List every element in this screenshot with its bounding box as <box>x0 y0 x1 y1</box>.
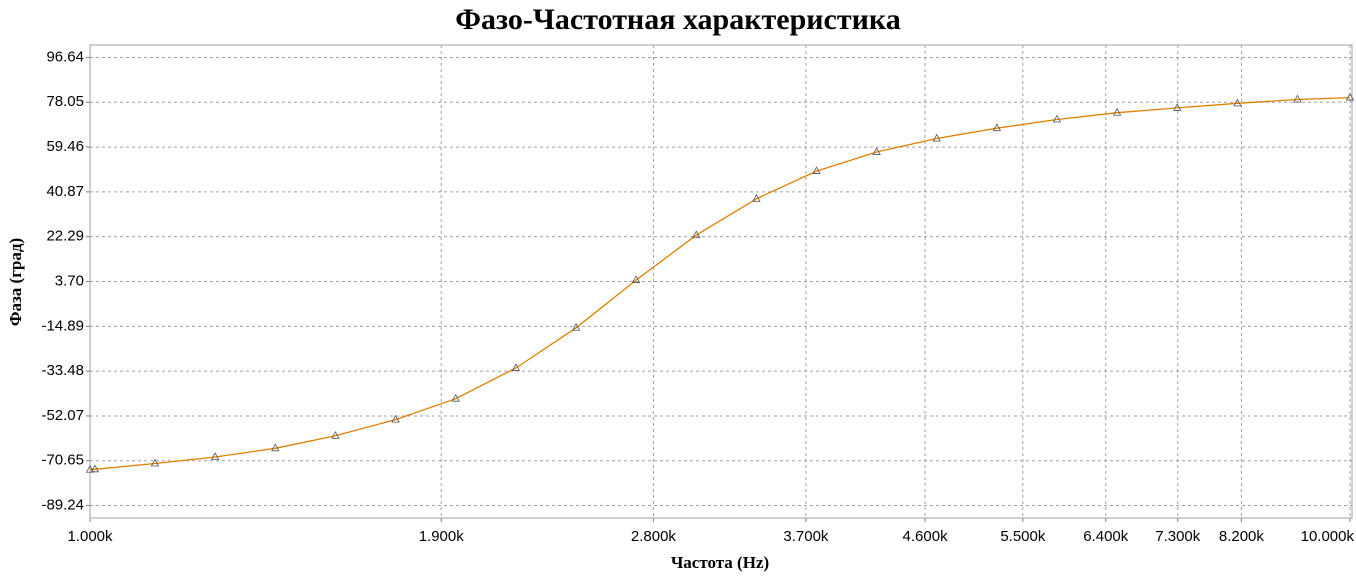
x-tick-label: 2.800k <box>631 528 677 545</box>
y-tick-label: -14.89 <box>41 317 84 334</box>
y-tick-label: -52.07 <box>41 407 84 424</box>
y-tick-label: 59.46 <box>46 138 84 155</box>
data-marker <box>451 393 460 402</box>
chart-title: Фазо-Частотная характеристика <box>455 3 900 36</box>
x-axis-label: Частота (Hz) <box>671 553 769 572</box>
data-marker <box>1233 98 1242 107</box>
x-tick-label: 6.400k <box>1083 528 1129 545</box>
y-tick-label: 96.64 <box>46 48 84 65</box>
data-marker <box>932 133 941 142</box>
data-marker <box>752 193 761 202</box>
y-tick-label: -70.65 <box>41 452 84 469</box>
data-marker <box>150 458 160 467</box>
x-tick-label: 5.500k <box>1000 528 1046 545</box>
data-marker <box>1173 103 1182 111</box>
data-marker <box>85 464 95 473</box>
data-marker <box>1345 92 1355 101</box>
data-marker <box>90 464 100 473</box>
y-tick-label: -33.48 <box>41 362 84 379</box>
y-tick-label: 22.29 <box>46 228 84 245</box>
data-marker <box>692 230 701 239</box>
x-tick-label: 8.200k <box>1219 528 1265 545</box>
y-tick-label: 40.87 <box>46 183 84 200</box>
data-marker <box>631 275 641 283</box>
x-tick-label: 7.300k <box>1155 528 1201 545</box>
data-marker <box>571 322 581 331</box>
y-tick-label: -89.24 <box>41 497 84 514</box>
data-marker <box>391 414 400 423</box>
data-marker <box>1293 94 1302 103</box>
x-tick-label: 4.600k <box>903 528 949 545</box>
y-tick-label: 3.70 <box>55 272 84 289</box>
x-tick-label: 1.000k <box>67 528 113 545</box>
data-marker <box>511 363 521 371</box>
data-marker <box>992 123 1002 132</box>
data-marker <box>210 452 220 460</box>
data-marker <box>1112 107 1122 116</box>
data-marker <box>1052 114 1062 123</box>
series-line <box>89 96 1351 471</box>
data-marker <box>331 430 340 439</box>
data-marker <box>872 147 881 155</box>
y-tick-label: 78.05 <box>46 93 84 110</box>
x-tick-label: 10.000k <box>1301 528 1355 545</box>
x-tick-label: 1.900k <box>419 528 465 545</box>
data-marker <box>812 166 821 174</box>
x-tick-label: 3.700k <box>783 528 829 545</box>
y-axis-label: Фаза (град) <box>6 238 25 326</box>
data-marker <box>271 443 280 452</box>
